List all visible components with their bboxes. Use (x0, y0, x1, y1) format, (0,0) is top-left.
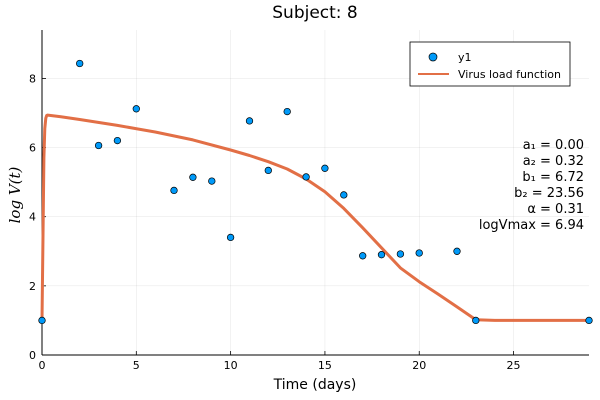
data-point (585, 316, 593, 325)
param-a1: a₁ = 0.00 (523, 138, 584, 153)
y-tick-label: 0 (29, 349, 36, 362)
legend-label-virus-load: Virus load function (458, 68, 561, 81)
data-point (359, 252, 367, 260)
data-point (472, 316, 480, 325)
y-axis-label: log V(t) (6, 166, 24, 223)
data-point (340, 191, 348, 199)
param-alpha: α = 0.31 (527, 202, 584, 217)
data-point (396, 250, 405, 258)
data-point (415, 249, 423, 257)
chart-title: Subject: 8 (272, 3, 358, 23)
data-point (264, 166, 272, 175)
x-ticks: 0 5 10 15 20 25 (39, 351, 521, 372)
data-point (377, 251, 386, 259)
x-tick-label: 20 (412, 359, 426, 372)
virus-load-line (40, 113, 589, 322)
param-b2: b₂ = 23.56 (514, 186, 584, 201)
x-tick-label: 10 (224, 359, 238, 372)
x-tick-label: 25 (507, 359, 521, 372)
y-tick-label: 8 (29, 72, 36, 85)
x-tick-label: 0 (39, 359, 46, 372)
data-point (226, 233, 235, 242)
legend-box (409, 41, 571, 87)
data-point (189, 173, 197, 181)
data-point (283, 107, 291, 116)
y-tick-label: 2 (29, 280, 36, 293)
x-tick-label: 5 (133, 359, 140, 372)
data-point (302, 173, 310, 181)
data-point (38, 316, 46, 325)
y-tick-label: 6 (29, 142, 36, 155)
scatter-points (38, 59, 593, 325)
param-b1: b₁ = 6.72 (522, 170, 584, 185)
data-point (321, 164, 329, 172)
param-logvmax: logVmax = 6.94 (479, 218, 584, 233)
data-point (132, 105, 140, 113)
legend: y1 Virus load function (409, 41, 571, 87)
data-point (76, 59, 84, 68)
legend-marker-y1 (428, 52, 438, 62)
line-layer (40, 113, 589, 322)
parameter-annotations: a₁ = 0.00 a₂ = 0.32 b₁ = 6.72 b₂ = 23.56… (479, 138, 584, 233)
x-axis-label: Time (days) (273, 377, 357, 393)
y-tick-label: 4 (29, 211, 36, 224)
param-a2: a₂ = 0.32 (523, 154, 584, 169)
data-point (245, 117, 254, 125)
data-point (453, 247, 461, 255)
data-point (170, 186, 178, 195)
data-point (94, 141, 103, 150)
data-point (208, 177, 216, 185)
data-point (113, 136, 122, 145)
legend-label-y1: y1 (458, 51, 472, 64)
x-tick-label: 15 (318, 359, 332, 372)
